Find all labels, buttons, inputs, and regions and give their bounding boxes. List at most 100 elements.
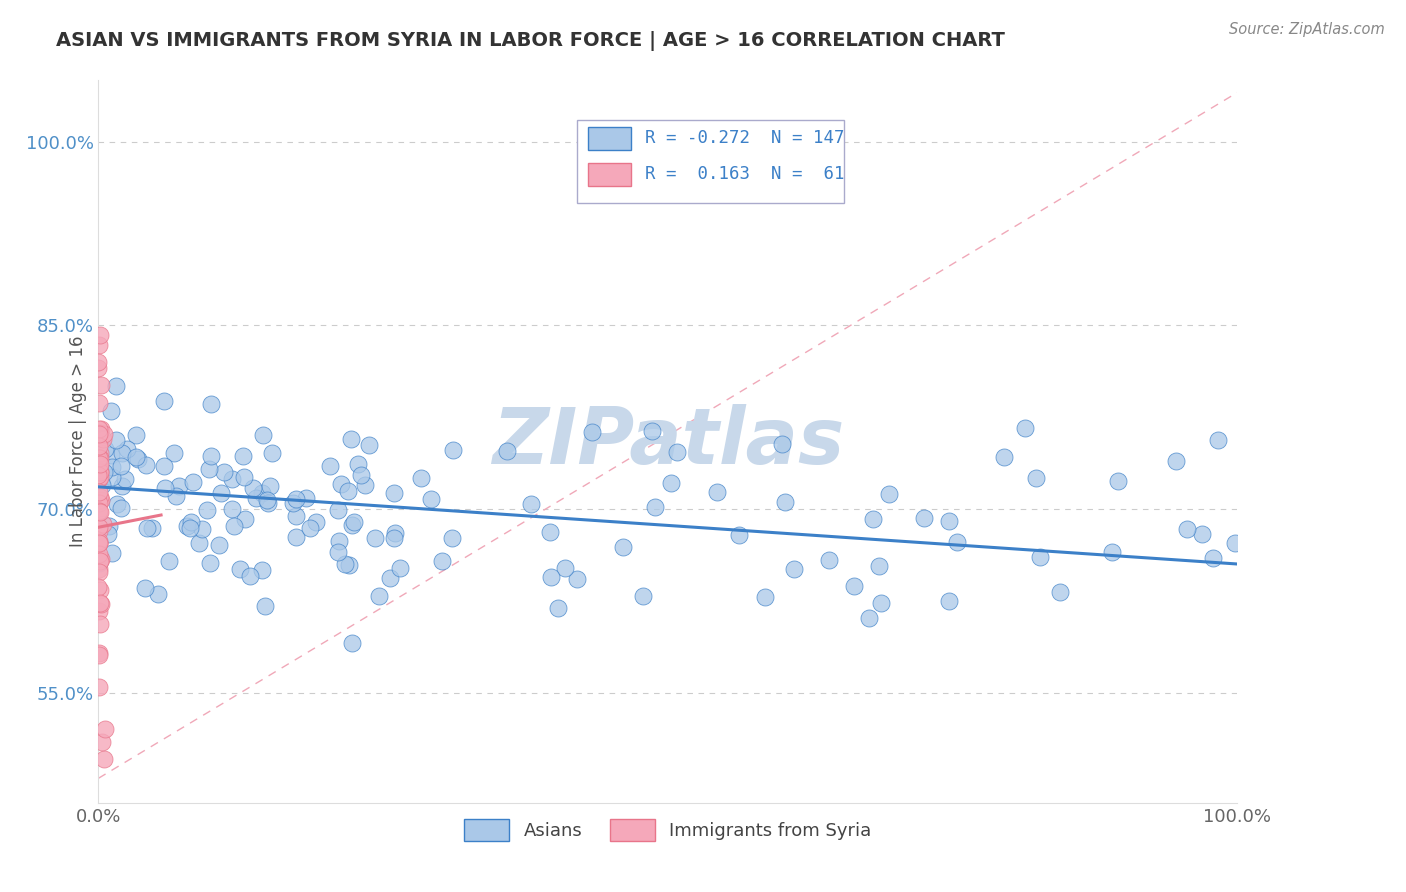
Point <box>90 492 112 507</box>
Point <box>89 469 111 483</box>
Point <box>328 502 350 516</box>
Point <box>233 469 256 483</box>
Point <box>87 425 110 440</box>
Point <box>87 648 110 662</box>
Point <box>938 594 960 608</box>
Point <box>89 583 111 598</box>
Point <box>89 431 111 445</box>
Point <box>1166 454 1188 468</box>
Point <box>284 491 307 506</box>
Point <box>87 427 110 442</box>
Point <box>89 465 111 479</box>
Point <box>89 450 111 465</box>
Point <box>91 432 114 446</box>
Point <box>388 560 411 574</box>
Point <box>420 492 443 507</box>
Point <box>340 432 363 446</box>
Point <box>93 465 115 479</box>
Point <box>87 464 110 478</box>
Point <box>378 571 401 585</box>
Point <box>94 723 117 737</box>
Point <box>631 589 654 603</box>
Point <box>818 553 841 567</box>
Point <box>127 452 149 467</box>
Point <box>181 475 204 489</box>
Point <box>89 554 111 568</box>
Point <box>110 501 132 516</box>
Point <box>1101 545 1123 559</box>
Point <box>284 530 307 544</box>
Point <box>105 433 128 447</box>
Point <box>326 544 349 558</box>
Point <box>134 581 156 595</box>
Point <box>384 525 406 540</box>
Point <box>728 528 751 542</box>
Point <box>87 354 110 368</box>
Point <box>87 536 110 550</box>
Point <box>644 500 666 514</box>
Point <box>87 472 110 486</box>
Point <box>87 468 110 483</box>
Point <box>87 338 110 352</box>
Point <box>242 481 264 495</box>
Point <box>581 425 603 439</box>
Point <box>90 734 112 748</box>
Point <box>190 522 212 536</box>
Point <box>87 580 110 594</box>
Point <box>115 442 138 457</box>
Point <box>187 536 209 550</box>
Point <box>89 520 111 534</box>
Point <box>100 546 122 560</box>
Point <box>90 597 112 611</box>
Point <box>1025 471 1047 485</box>
Point <box>87 556 110 570</box>
Point <box>862 512 884 526</box>
Point <box>665 445 688 459</box>
Point <box>540 570 562 584</box>
Point <box>1201 551 1223 566</box>
Point <box>87 453 110 467</box>
Point <box>90 474 112 488</box>
Point <box>367 589 389 603</box>
Point <box>114 472 136 486</box>
Point <box>93 427 115 442</box>
Point <box>212 465 235 479</box>
Point <box>612 540 634 554</box>
Point <box>340 518 363 533</box>
Point <box>100 448 122 462</box>
Point <box>146 587 169 601</box>
Point <box>382 485 405 500</box>
Point <box>157 554 180 568</box>
Point <box>89 457 111 471</box>
Point <box>153 459 176 474</box>
Point <box>197 462 219 476</box>
Point <box>87 505 110 519</box>
Point <box>252 486 274 500</box>
Point <box>87 422 110 436</box>
Point <box>233 512 256 526</box>
Point <box>89 328 111 343</box>
Point <box>163 446 186 460</box>
Point <box>89 596 111 610</box>
Point <box>195 502 218 516</box>
Point <box>87 536 110 550</box>
Point <box>1191 527 1213 541</box>
Point <box>281 496 304 510</box>
Point <box>89 485 111 500</box>
Point <box>198 556 221 570</box>
Point <box>89 604 111 618</box>
Point <box>250 564 273 578</box>
Point <box>87 524 110 538</box>
Point <box>357 438 380 452</box>
Point <box>169 479 191 493</box>
Point <box>946 534 969 549</box>
FancyBboxPatch shape <box>576 120 845 203</box>
Point <box>319 458 342 473</box>
Point <box>87 646 110 660</box>
Text: ZIPatlas: ZIPatlas <box>492 403 844 480</box>
Point <box>94 442 117 456</box>
Point <box>842 579 865 593</box>
Point <box>245 491 267 505</box>
Point <box>180 515 202 529</box>
Y-axis label: In Labor Force | Age > 16: In Labor Force | Age > 16 <box>69 335 87 548</box>
